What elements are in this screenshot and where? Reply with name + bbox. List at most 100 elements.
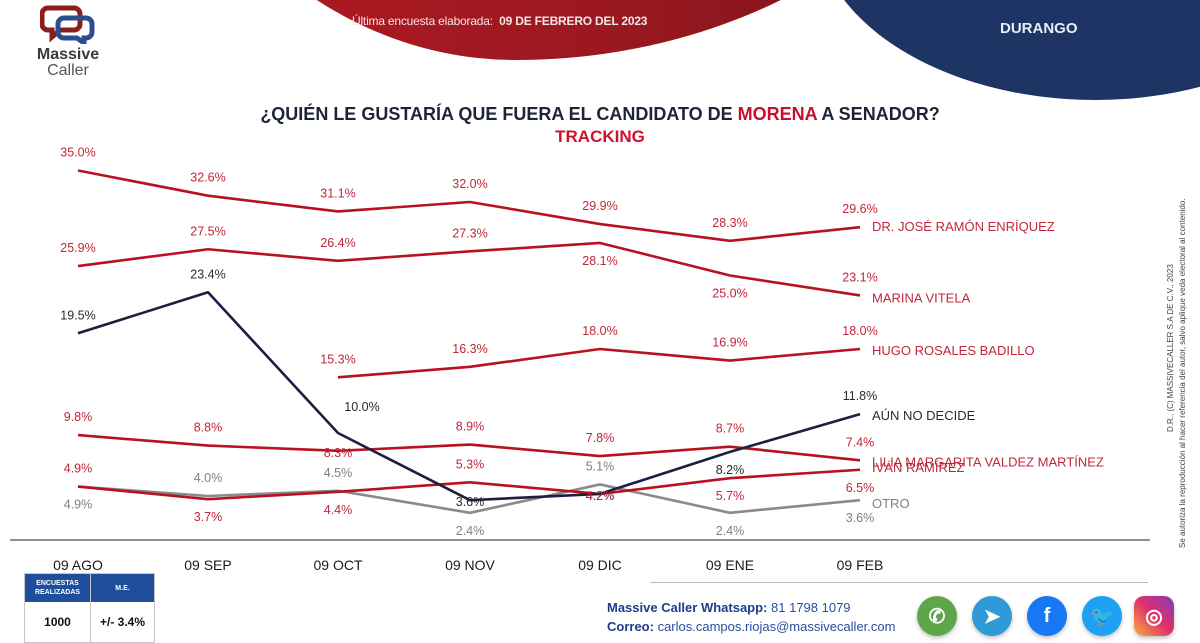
data-label: 8.7% (716, 422, 745, 436)
series-line (77, 169, 861, 243)
x-tick-label: 09 DIC (578, 557, 622, 573)
series-legend-label: LILIA MARGARITA VALDEZ MARTÍNEZ (872, 454, 1104, 469)
email-label: Correo: (607, 619, 654, 634)
series-line (77, 483, 861, 515)
x-tick-label: 09 OCT (313, 557, 362, 573)
data-label: 8.8% (194, 421, 223, 435)
copyright-line: D.R., (C) MASSIVECALLER S.A DE C.V., 202… (1166, 264, 1175, 432)
survey-date-value: 09 DE FEBRERO DEL 2023 (499, 14, 648, 28)
data-label: 28.3% (712, 216, 747, 230)
whatsapp-number[interactable]: 81 1798 1079 (771, 600, 851, 615)
data-label: 8.2% (716, 463, 745, 477)
x-tick-label: 09 SEP (184, 557, 231, 573)
data-label: 4.5% (324, 466, 353, 480)
facebook-icon[interactable]: f (1027, 596, 1067, 636)
data-label: 5.1% (586, 459, 615, 473)
reproduction-note: Se autoriza la reproducción al hacer ref… (1178, 198, 1187, 548)
survey-date: Última encuesta elaborada: 09 DE FEBRERO… (352, 14, 647, 28)
data-label: 3.7% (194, 510, 223, 524)
series-line (77, 433, 861, 462)
x-tick-label: 09 NOV (445, 557, 495, 573)
data-label: 35.0% (60, 146, 95, 160)
data-label: 5.3% (456, 457, 485, 471)
data-label: 8.3% (324, 446, 353, 460)
data-label: 4.2% (586, 489, 615, 503)
data-label: 32.6% (190, 171, 225, 185)
logo-text-caller: Caller (47, 62, 89, 79)
series-legend-label: MARINA VITELA (872, 290, 971, 305)
state-name: DURANGO (1000, 20, 1078, 37)
series-legend-label: IVÁN RAMÍREZ (872, 460, 965, 475)
data-label: 11.8% (843, 389, 878, 403)
whatsapp-icon[interactable]: ✆ (917, 596, 957, 636)
data-label: 2.4% (456, 524, 485, 538)
series-line (337, 347, 861, 379)
data-label: 25.0% (712, 287, 747, 301)
logo-text-massive: Massive (36, 46, 100, 63)
data-label: 28.1% (582, 254, 617, 268)
data-label: 4.9% (64, 462, 93, 476)
whatsapp-label: Massive Caller Whatsapp: (607, 600, 768, 615)
x-tick-label: 09 FEB (837, 557, 884, 573)
data-label: 10.0% (344, 400, 379, 414)
data-label: 23.1% (842, 270, 877, 284)
data-label: 19.5% (60, 308, 95, 322)
chart-title: ¿QUIÉN LE GUSTARÍA QUE FUERA EL CANDIDAT… (0, 104, 1200, 125)
data-label: 7.8% (586, 431, 615, 445)
series-legend-label: AÚN NO DECIDE (872, 408, 976, 423)
data-label: 18.0% (582, 324, 617, 338)
data-label: 23.4% (190, 267, 225, 281)
data-label: 4.0% (194, 471, 223, 485)
data-label: 9.8% (64, 410, 93, 424)
twitter-icon[interactable]: 🐦 (1082, 596, 1122, 636)
footer-divider (650, 582, 1148, 583)
chart-subtitle: TRACKING (555, 127, 645, 146)
contact-info: Massive Caller Whatsapp: 81 1798 1079 Co… (607, 598, 895, 636)
data-label: 6.5% (846, 481, 875, 495)
margin-error-value: +/- 3.4% (99, 614, 146, 629)
series-line (77, 241, 861, 297)
massive-caller-logo: Massive Caller (28, 4, 108, 82)
data-label: 4.9% (64, 498, 93, 512)
data-label: 4.4% (324, 503, 353, 517)
data-label: 32.0% (452, 177, 487, 191)
telegram-icon[interactable]: ➤ (972, 596, 1012, 636)
series-legend-label: HUGO ROSALES BADILLO (872, 343, 1035, 358)
chat-bubbles-icon (40, 5, 95, 44)
data-label: 3.6% (846, 511, 875, 525)
data-label: 25.9% (60, 241, 95, 255)
data-label: 27.3% (452, 226, 487, 240)
margin-error-header: M.E. (115, 584, 130, 592)
series-line (77, 468, 861, 501)
survey-stats-table: ENCUESTAS REALIZADAS M.E. 1000 +/- 3.4% (24, 573, 155, 643)
data-label: 31.1% (320, 186, 355, 200)
data-label: 5.7% (716, 489, 745, 503)
data-label: 4.2% (586, 489, 615, 503)
x-tick-label: 09 AGO (53, 557, 103, 573)
data-label: 29.9% (582, 199, 617, 213)
instagram-icon[interactable]: ◎ (1134, 596, 1174, 636)
title-part2: A SENADOR? (817, 104, 940, 124)
data-label: 26.4% (320, 236, 355, 250)
data-label: 15.3% (320, 352, 355, 366)
data-label: 16.3% (452, 342, 487, 356)
surveys-header: ENCUESTAS REALIZADAS (25, 574, 91, 602)
data-label: 29.6% (842, 202, 877, 216)
data-label: 16.9% (712, 336, 747, 350)
copyright-note: D.R., (C) MASSIVECALLER S.A DE C.V., 202… (1150, 120, 1187, 550)
series-legend-label: DR. JOSÉ RAMÓN ENRÍQUEZ (872, 219, 1055, 234)
email-link[interactable]: carlos.campos.riojas@massivecaller.com (657, 619, 896, 634)
data-label: 27.5% (190, 224, 225, 238)
surveys-value: 1000 (25, 602, 91, 642)
data-label: 8.9% (456, 420, 485, 434)
series-line (77, 290, 861, 502)
data-label: 2.4% (716, 524, 745, 538)
data-label: 3.6% (456, 495, 485, 509)
data-label: 7.4% (846, 435, 875, 449)
data-label: 18.0% (842, 324, 877, 338)
survey-date-label: Última encuesta elaborada: (352, 14, 493, 28)
title-part1: ¿QUIÉN LE GUSTARÍA QUE FUERA EL CANDIDAT… (260, 104, 738, 124)
series-legend-label: OTRO (872, 496, 910, 511)
x-tick-label: 09 ENE (706, 557, 754, 573)
